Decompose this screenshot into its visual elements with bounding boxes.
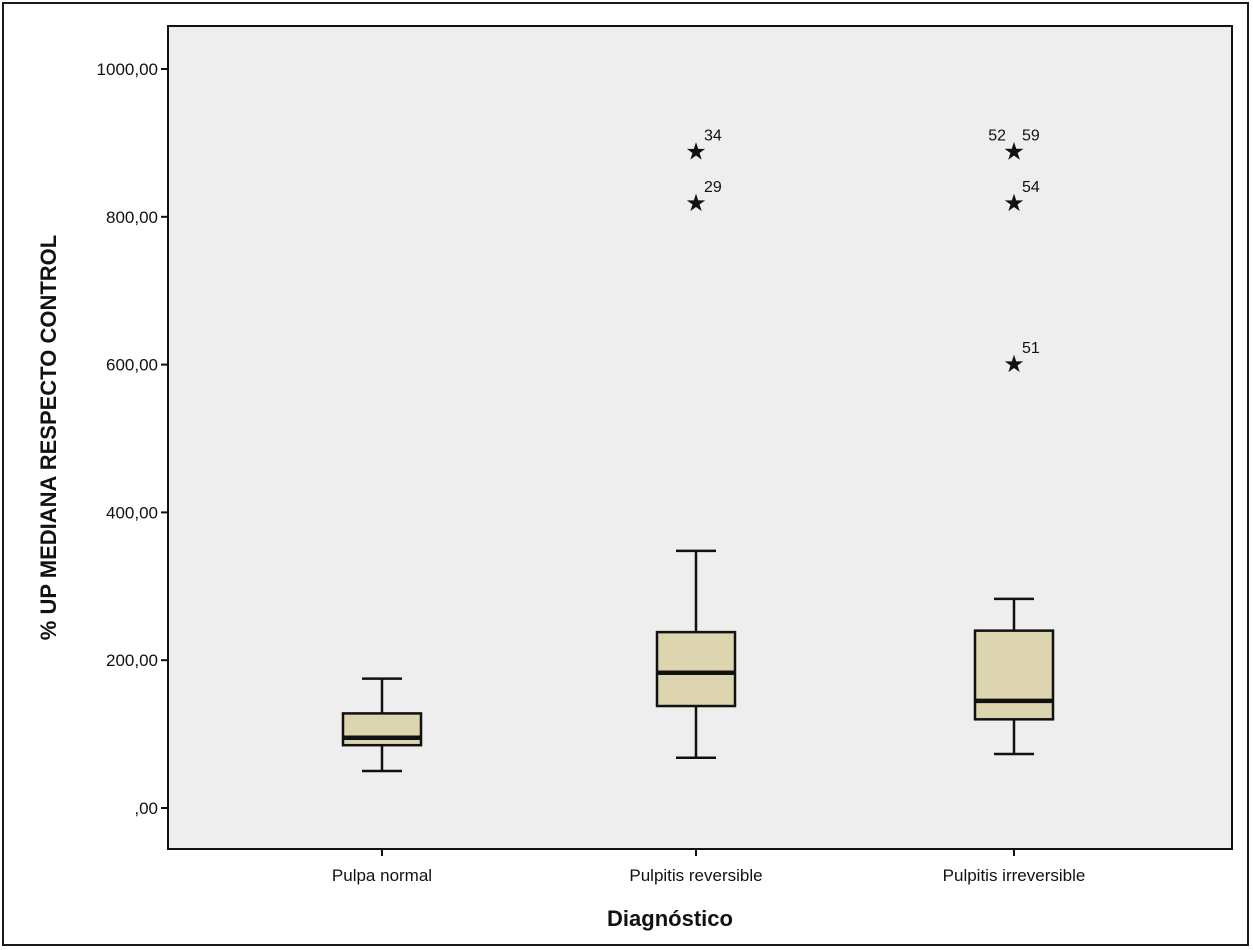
y-axis-title: % UP MEDIANA RESPECTO CONTROL — [36, 235, 61, 640]
y-tick-label: 400,00 — [106, 503, 158, 522]
outlier-label: 54 — [1022, 179, 1040, 196]
x-tick-label: Pulpitis irreversible — [943, 866, 1086, 885]
y-tick-label: 200,00 — [106, 651, 158, 670]
y-axis: ,00 200,00 400,00 600,00 800,00 1000,00 — [97, 60, 168, 818]
plot-area — [167, 25, 1233, 850]
iqr-box — [655, 630, 737, 708]
iqr-box — [341, 712, 423, 747]
y-tick-label: 600,00 — [106, 356, 158, 375]
outlier-marker: ★ — [1003, 137, 1025, 165]
x-tick-label: Pulpa normal — [332, 866, 432, 885]
y-tick-label: 1000,00 — [97, 60, 158, 79]
x-tick-label: Pulpitis reversible — [629, 866, 762, 885]
outlier-label: 51 — [1022, 340, 1040, 357]
outlier-label: 29 — [704, 179, 722, 196]
box-plot-chart: ,00 200,00 400,00 600,00 800,00 1000,00 Pulpa… — [36, 25, 1233, 931]
y-tick-label: 800,00 — [106, 208, 158, 227]
iqr-box — [973, 629, 1055, 721]
x-axis-title: Diagnóstico — [607, 906, 733, 931]
outlier-marker: ★ — [685, 137, 707, 165]
outlier-marker: ★ — [685, 189, 707, 217]
outlier-label: 52 — [988, 127, 1006, 144]
outlier-marker: ★ — [1003, 189, 1025, 217]
x-axis: Pulpa normal Pulpitis reversible Pulpitis … — [332, 849, 1085, 885]
outlier-label: 59 — [1022, 127, 1040, 144]
box-group — [341, 677, 423, 773]
outlier-marker: ★ — [1003, 350, 1025, 378]
y-tick-label: ,00 — [134, 799, 158, 818]
outlier-label: 34 — [704, 127, 722, 144]
outlier-marker: ★ — [1003, 137, 1025, 165]
